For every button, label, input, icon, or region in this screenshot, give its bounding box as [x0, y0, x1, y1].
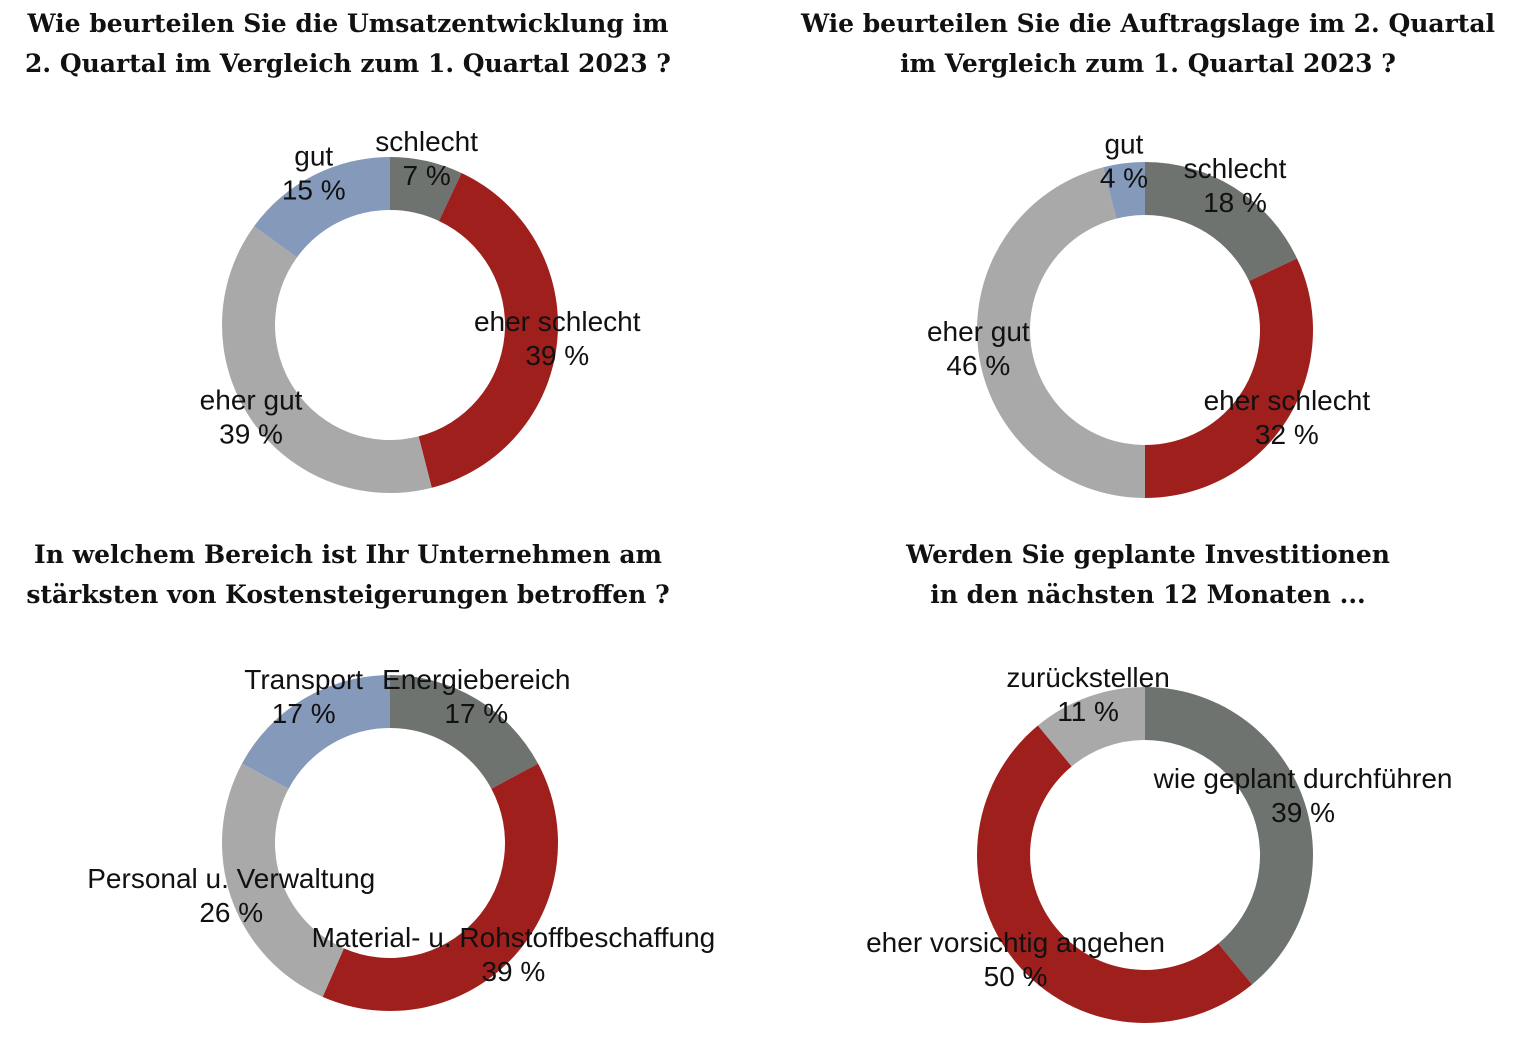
segment-label: Material- u. Rohstoffbeschaffung	[312, 922, 716, 953]
chart-title: in den nächsten 12 Monaten ...	[930, 580, 1366, 609]
segment-label: Energiebereich	[382, 664, 570, 695]
value-label: 17 %	[444, 698, 508, 729]
segment-label: eher gut	[927, 316, 1030, 347]
donut-segment	[418, 172, 558, 488]
donut-segment	[1037, 687, 1145, 767]
value-label: 39 %	[525, 340, 589, 371]
segment-label: Personal u. Verwaltung	[87, 863, 375, 894]
donut-segment	[221, 763, 344, 997]
segment-label: gut	[1104, 128, 1143, 159]
donut-segment	[977, 167, 1145, 499]
donut-segment	[1145, 162, 1298, 282]
value-label: 39 %	[219, 418, 283, 449]
segment-label: eher gut	[200, 384, 303, 415]
value-label: 39 %	[481, 956, 545, 987]
donut-segment	[390, 157, 462, 221]
segment-label: eher vorsichtig angehen	[866, 927, 1165, 958]
segment-label: gut	[294, 140, 333, 171]
segment-label: zurückstellen	[1006, 662, 1169, 693]
segment-label: schlecht	[1184, 153, 1287, 184]
segment-label: Transport	[244, 664, 363, 695]
segment-label: eher schlecht	[1204, 385, 1371, 416]
chart-title: stärksten von Kostensteigerungen betroff…	[26, 580, 669, 609]
donut-segment	[221, 226, 432, 494]
chart-title: Werden Sie geplante Investitionen	[905, 540, 1390, 569]
chart-title: Wie beurteilen Sie die Auftragslage im 2…	[800, 9, 1495, 38]
value-label: 50 %	[984, 961, 1048, 992]
value-label: 7 %	[403, 160, 451, 191]
value-label: 32 %	[1255, 419, 1319, 450]
donut-segment	[1145, 687, 1313, 985]
donut-segment	[1103, 162, 1145, 219]
donut-segment	[1145, 258, 1314, 498]
chart-title: Wie beurteilen Sie die Umsatzentwicklung…	[27, 9, 669, 38]
donut-segment	[254, 157, 390, 258]
value-label: 17 %	[272, 698, 336, 729]
segment-label: schlecht	[375, 126, 478, 157]
segment-label: wie geplant durchführen	[1153, 763, 1453, 794]
value-label: 46 %	[946, 350, 1010, 381]
chart-title: 2. Quartal im Vergleich zum 1. Quartal 2…	[25, 49, 671, 78]
chart-title: im Vergleich zum 1. Quartal 2023 ?	[900, 49, 1396, 78]
chart-title: In welchem Bereich ist Ihr Unternehmen a…	[34, 540, 662, 569]
value-label: 4 %	[1100, 162, 1148, 193]
donut-segment	[241, 675, 390, 789]
value-label: 26 %	[199, 897, 263, 928]
value-label: 18 %	[1203, 187, 1267, 218]
donut-segment	[977, 725, 1253, 1024]
donut-segment	[390, 675, 539, 789]
value-label: 11 %	[1057, 696, 1119, 727]
value-label: 15 %	[282, 174, 346, 205]
segment-label: eher schlecht	[474, 306, 641, 337]
value-label: 39 %	[1271, 797, 1335, 828]
donut-segment	[322, 763, 558, 1011]
